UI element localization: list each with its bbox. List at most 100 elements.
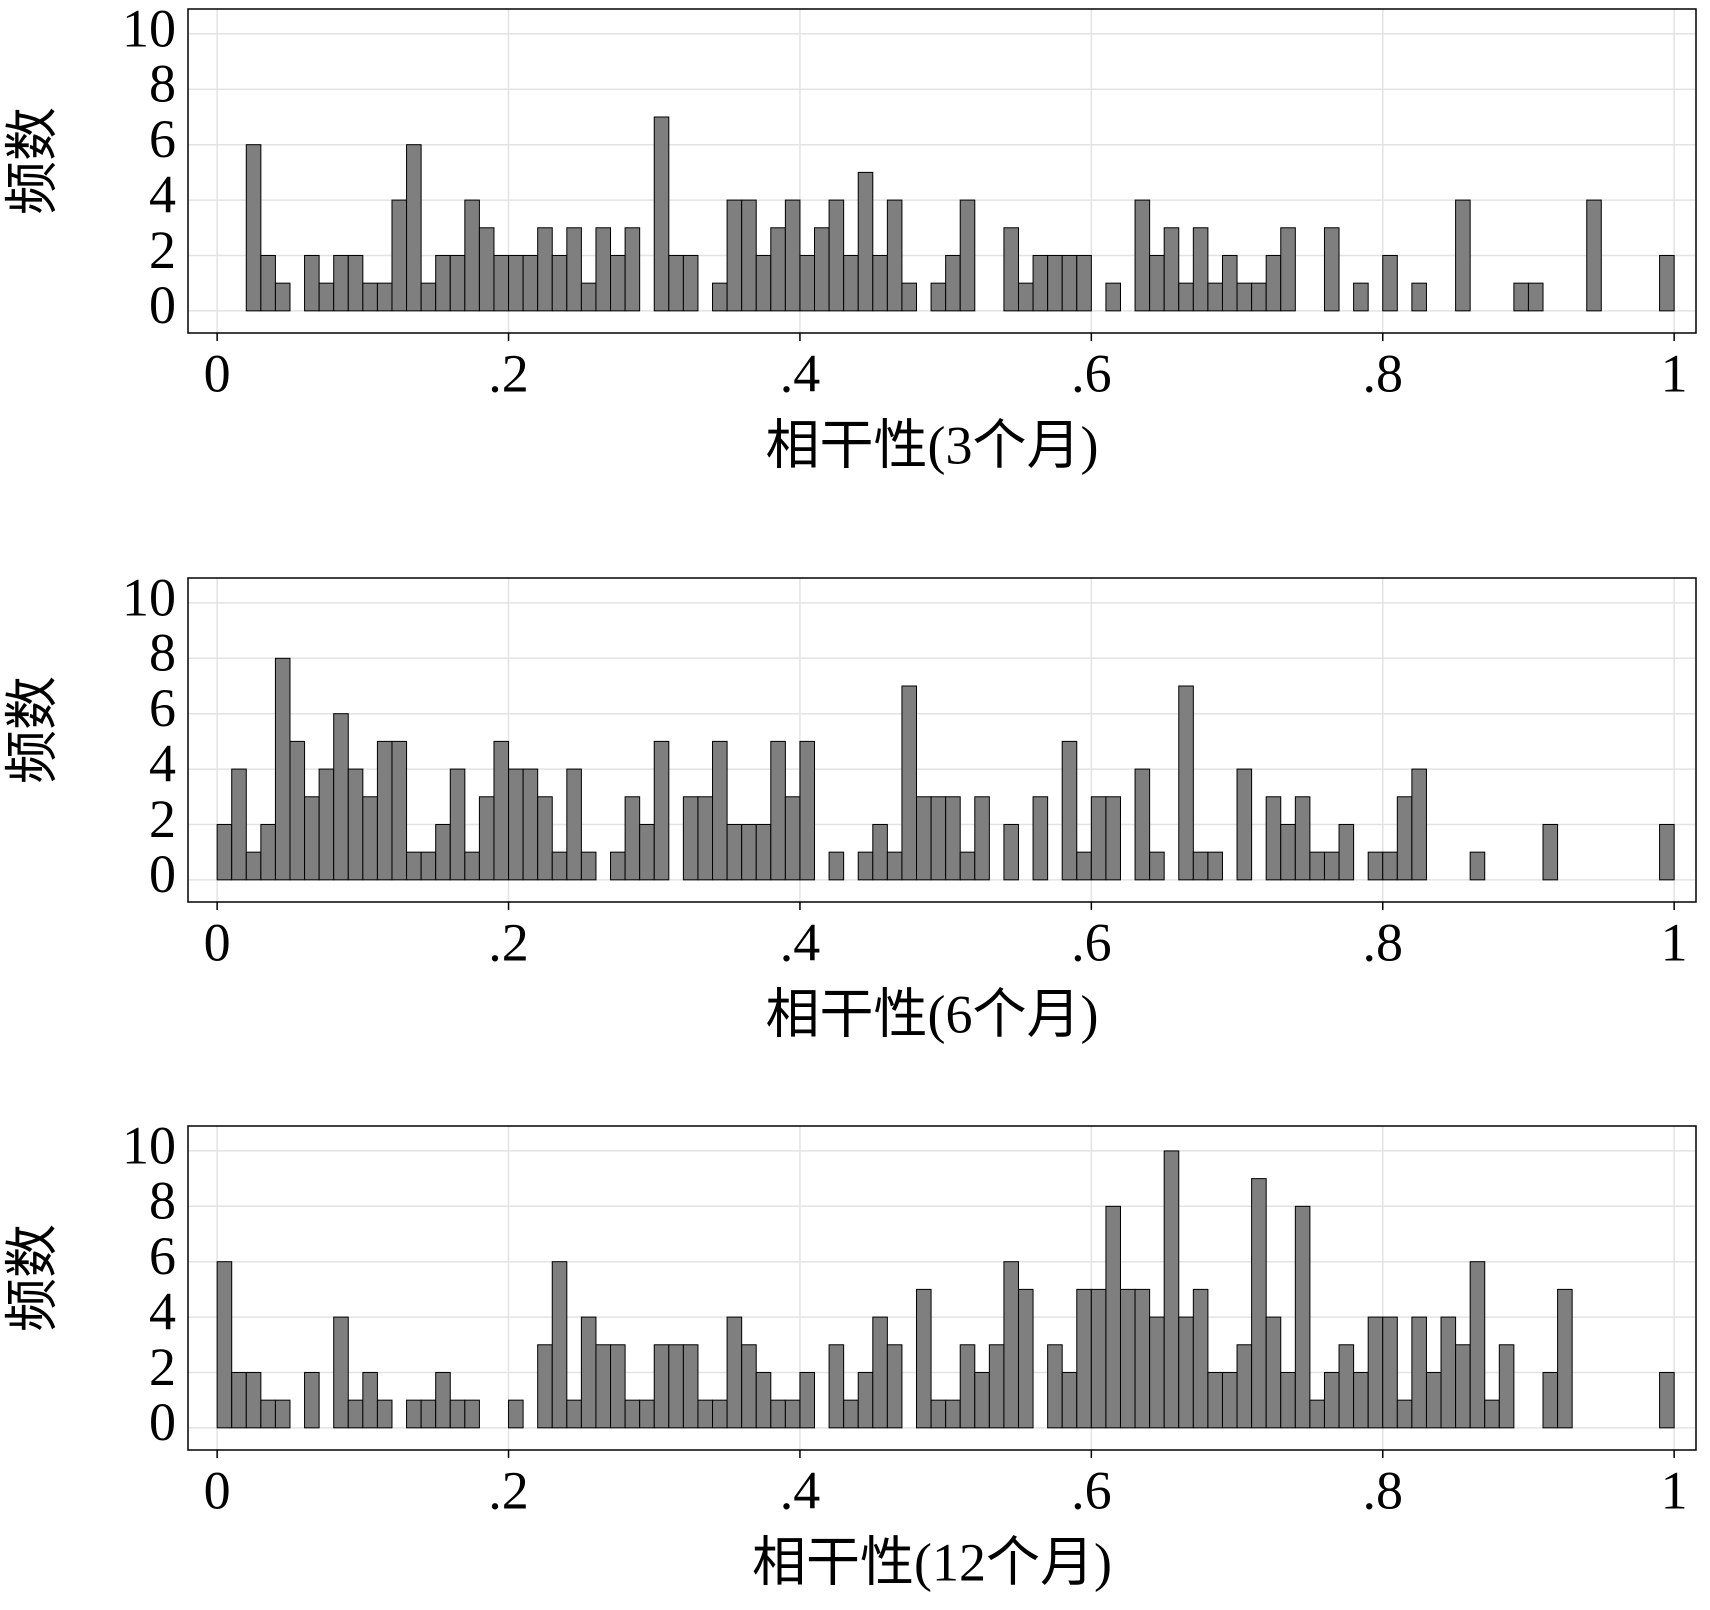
histogram-bar — [1484, 1399, 1500, 1429]
histogram-bar — [1367, 851, 1384, 881]
histogram-bar — [391, 199, 408, 312]
histogram-bar — [231, 1371, 247, 1429]
x-axis-title: 相干性(6个月) — [766, 984, 1099, 1044]
histogram-bar — [1294, 796, 1311, 881]
histogram-bar — [682, 796, 699, 881]
x-tick-label: 1 — [1661, 1460, 1688, 1520]
y-tick-label: 2 — [149, 1337, 176, 1397]
y-tick-label: 8 — [149, 54, 176, 114]
y-tick-label: 8 — [149, 623, 176, 683]
histogram-bar — [1207, 1371, 1223, 1429]
y-tick-label: 8 — [149, 1171, 176, 1231]
histogram-bar — [770, 1399, 786, 1429]
histogram-bar — [449, 1399, 466, 1429]
histogram-bar — [610, 254, 626, 312]
histogram-bar — [493, 740, 510, 881]
y-tick-label: 0 — [149, 844, 176, 904]
histogram-bar — [1149, 1316, 1165, 1429]
histogram-bar — [1003, 823, 1019, 881]
y-tick-label: 6 — [149, 1226, 176, 1286]
histogram-bar — [508, 768, 524, 881]
histogram-bar — [1236, 1344, 1253, 1429]
histogram-bar — [435, 254, 451, 312]
histogram-bar — [464, 851, 480, 881]
histogram-bar — [304, 796, 320, 881]
histogram-bar — [245, 144, 262, 312]
histogram-bar — [391, 740, 408, 881]
histogram-bar — [1659, 254, 1675, 312]
histogram-bar — [216, 823, 233, 881]
histogram-bar — [697, 1399, 714, 1429]
histogram-bar — [1323, 851, 1340, 881]
histogram-bar — [566, 768, 582, 881]
histogram-bar — [1396, 796, 1413, 881]
histogram-bar — [464, 199, 480, 312]
histogram-bar — [580, 851, 597, 881]
histogram-bar — [1032, 254, 1049, 312]
histogram-bar — [799, 740, 816, 881]
histogram-bar — [886, 851, 903, 881]
histogram-bar — [857, 1371, 874, 1429]
y-tick-label: 2 — [149, 220, 176, 280]
x-tick-label: .4 — [780, 1460, 821, 1520]
histogram-bar — [1149, 254, 1165, 312]
histogram-bar — [362, 1371, 378, 1429]
histogram-bar — [755, 254, 772, 312]
y-axis-title: 频数 — [2, 676, 62, 784]
histogram-bar — [1411, 282, 1427, 312]
histogram-bar — [959, 851, 976, 881]
histogram-bar — [901, 282, 918, 312]
histogram-bar — [1382, 851, 1398, 881]
histogram-bar — [945, 1399, 961, 1429]
x-tick-label: 0 — [204, 343, 231, 403]
histogram-bar — [770, 740, 786, 881]
histogram-bar — [1498, 1344, 1515, 1429]
histogram-bar — [1513, 282, 1529, 312]
histogram-bar — [1265, 796, 1282, 881]
histogram-bar — [376, 1399, 393, 1429]
histogram-bar — [245, 851, 262, 881]
y-axis-title: 频数 — [2, 1224, 62, 1332]
histogram-bar — [1207, 282, 1223, 312]
x-tick-label: .6 — [1071, 343, 1112, 403]
histogram-bar — [347, 1399, 364, 1429]
histogram-bar — [551, 254, 568, 312]
histogram-bar — [1280, 1371, 1296, 1429]
y-tick-label: 4 — [149, 733, 176, 793]
histogram-bar — [537, 227, 553, 312]
y-axis-title: 频数 — [2, 107, 62, 215]
histogram-bar — [814, 227, 830, 312]
histogram-bar — [1396, 1399, 1413, 1429]
histogram-bar — [1527, 282, 1544, 312]
histogram-bar — [784, 199, 801, 312]
histogram-bar — [333, 254, 349, 312]
x-tick-label: .6 — [1071, 1460, 1112, 1520]
histogram-bar — [1032, 796, 1049, 881]
histogram-bar — [726, 823, 743, 881]
histogram-bar — [1061, 740, 1078, 881]
histogram-bar — [478, 796, 495, 881]
histogram-bar — [1105, 1205, 1121, 1429]
histogram-bar — [755, 1371, 772, 1429]
histogram-bar — [580, 1316, 597, 1429]
histogram-bar — [318, 768, 335, 881]
histogram-bar — [1017, 282, 1034, 312]
histogram-bar — [435, 1371, 451, 1429]
histogram-bar — [988, 1344, 1005, 1429]
histogram-bar — [1251, 282, 1267, 312]
histogram-bar — [1542, 823, 1559, 881]
histogram-bar — [974, 796, 990, 881]
histogram-bar — [639, 1399, 655, 1429]
histogram-bar — [566, 227, 582, 312]
x-tick-label: 0 — [204, 912, 231, 972]
histogram-bar — [682, 1344, 699, 1429]
histogram-bar — [1382, 254, 1398, 312]
x-axis-title: 相干性(12个月) — [752, 1532, 1112, 1592]
histogram-bar — [799, 1371, 816, 1429]
histogram-bar — [1309, 851, 1325, 881]
histogram-bar — [1280, 823, 1296, 881]
histogram-bar — [260, 1399, 276, 1429]
histogram-bar — [784, 796, 801, 881]
x-tick-label: .8 — [1362, 912, 1403, 972]
